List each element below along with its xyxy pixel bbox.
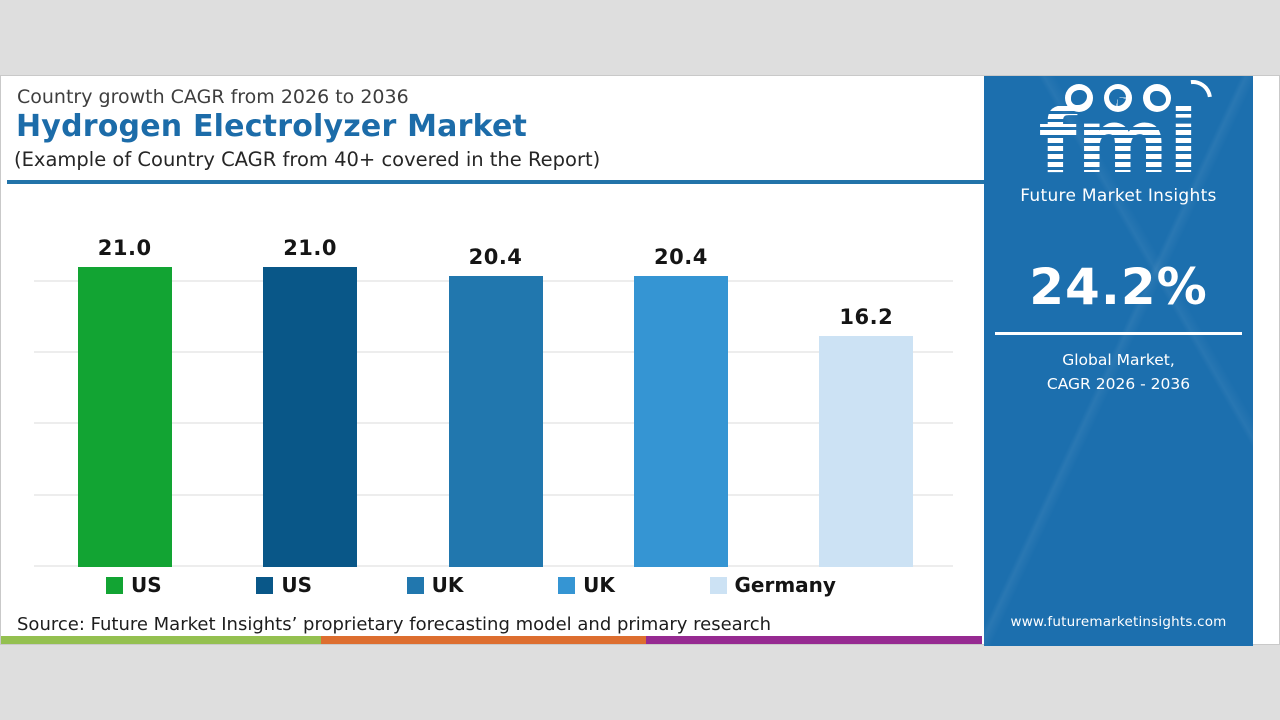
legend-swatch (709, 576, 727, 594)
legend-item-uk: UK (558, 573, 615, 597)
bar-column-uk: 20.4 (588, 206, 773, 567)
legend-label: UK (583, 573, 615, 597)
chart-kicker: Country growth CAGR from 2026 to 2036 (17, 86, 409, 108)
bar-value-label: 21.0 (97, 236, 152, 261)
global-cagr-label-line1: Global Market, (1062, 351, 1175, 369)
bar-us-2 (263, 267, 358, 567)
bar-column-us: 21.0 (217, 206, 402, 567)
source-note: Source: Future Market Insights’ propriet… (17, 614, 772, 635)
stripe-segment-orange (320, 636, 647, 644)
legend-item-us: US (256, 573, 312, 597)
website-link[interactable]: www.futuremarketinsights.com (1010, 614, 1227, 630)
legend: US US UK UK Germany (106, 573, 836, 597)
legend-swatch (256, 576, 274, 594)
us-map-globe-icon (1065, 84, 1093, 112)
bar-column-us: 21.0 (32, 206, 217, 567)
bar-column-germany: 16.2 (774, 206, 959, 567)
sidebar-divider (995, 332, 1242, 335)
legend-swatch (106, 576, 123, 594)
legend-swatch (406, 576, 424, 594)
bar-value-label: 20.4 (468, 244, 523, 269)
legend-label: US (131, 573, 162, 597)
legend-label: US (281, 573, 312, 597)
bar-value-label: 21.0 (283, 236, 338, 261)
bar-column-uk: 20.4 (403, 206, 588, 567)
legend-label: Germany (734, 573, 836, 597)
brand-name: Future Market Insights (1020, 186, 1217, 206)
legend-swatch (558, 576, 576, 594)
bar-series: 21.0 21.0 20.4 20.4 16.2 (32, 206, 959, 567)
global-cagr-label: Global Market, CAGR 2026 - 2036 (984, 348, 1253, 396)
world-globe-icon (1143, 84, 1171, 112)
plot-area: 21.0 21.0 20.4 20.4 16.2 (32, 206, 959, 567)
legend-label: UK (431, 573, 464, 597)
legend-item-us: US (106, 573, 162, 597)
bar-value-label: 16.2 (839, 304, 894, 329)
bar-germany-5 (819, 335, 914, 567)
page-title: Hydrogen Electrolyzer Market (16, 109, 528, 144)
bar-value-label: 20.4 (654, 244, 708, 269)
legend-item-uk: UK (406, 573, 464, 597)
legend-item-germany: Germany (709, 573, 836, 597)
fmi-logo: fmi Future Market Insights (984, 76, 1253, 206)
global-cagr-value: 24.2% (1029, 258, 1208, 316)
stripe-segment-purple (646, 636, 982, 644)
global-cagr-label-line2: CAGR 2026 - 2036 (1046, 375, 1191, 394)
title-rule (7, 180, 984, 184)
compass-globe-icon (1104, 84, 1132, 112)
bar-uk-4 (633, 275, 728, 567)
brand-sidebar: fmi Future Market Insights 24.2% Global … (984, 76, 1253, 646)
chart-subtitle: (Example of Country CAGR from 40+ covere… (14, 148, 601, 171)
logo-globe-row (1024, 76, 1253, 126)
bar-us-1 (77, 267, 172, 567)
bar-uk-3 (448, 275, 543, 567)
fmi-logo-text: fmi (1038, 90, 1199, 193)
stripe-segment-green (1, 636, 321, 644)
chart-card: Country growth CAGR from 2026 to 2036 Hy… (0, 75, 1280, 646)
footer-stripe (1, 636, 982, 644)
